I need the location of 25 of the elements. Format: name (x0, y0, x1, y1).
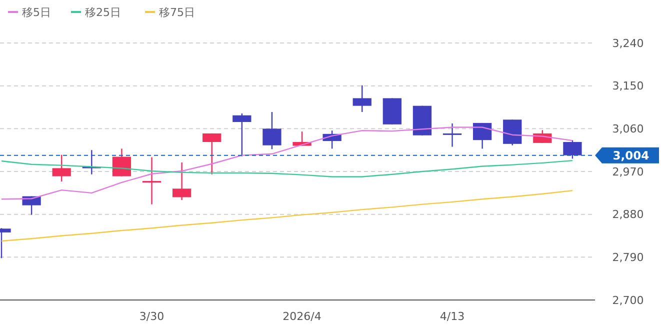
candlestick (442, 122, 462, 148)
legend-label: 移75日 (159, 6, 195, 19)
legend-label: 移5日 (22, 6, 51, 19)
candlestick (142, 156, 162, 205)
x-tick-label: 3/30 (139, 310, 164, 323)
y-tick-label: 3,150 (612, 80, 644, 93)
y-tick-label: 2,700 (612, 294, 644, 307)
y-tick-label: 2,790 (612, 251, 644, 264)
x-tick-label: 4/13 (440, 310, 465, 323)
candlestick (232, 112, 252, 157)
candlestick (563, 139, 582, 160)
x-tick-label: 2026/4 (282, 310, 322, 323)
candlestick (172, 162, 192, 201)
candlestick (262, 111, 282, 150)
candlestick (52, 154, 71, 182)
candlestick (202, 132, 222, 175)
y-tick-label: 3,240 (612, 36, 644, 50)
y-tick-label: 2,880 (612, 208, 644, 222)
y-tick-label: 3,060 (612, 122, 644, 136)
y-tick-label: 2,970 (612, 165, 644, 178)
candlestick (112, 148, 132, 177)
legend-label: 移25日 (85, 6, 121, 19)
line-series (0, 190, 574, 242)
candlestick (352, 84, 372, 113)
ref-line-label: 3,004 (612, 148, 650, 162)
